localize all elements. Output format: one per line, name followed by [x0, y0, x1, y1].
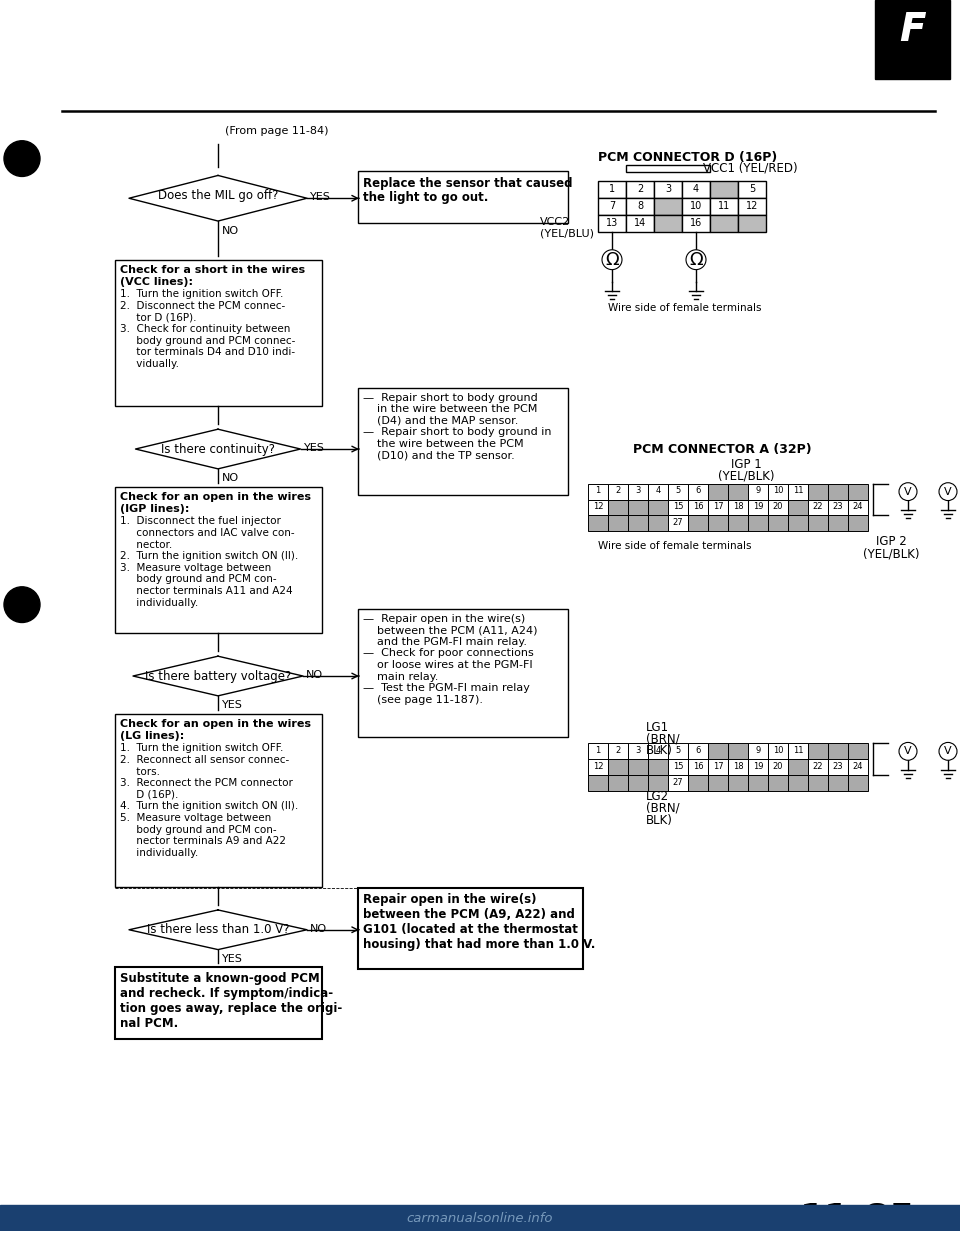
Text: Is there battery voltage?: Is there battery voltage?	[145, 669, 291, 683]
FancyBboxPatch shape	[688, 515, 708, 532]
Text: 4: 4	[656, 486, 660, 496]
Text: 19: 19	[753, 761, 763, 771]
Text: Wire side of female terminals: Wire side of female terminals	[598, 542, 752, 551]
Text: 23: 23	[832, 502, 843, 510]
FancyBboxPatch shape	[728, 744, 748, 759]
Text: 11-85: 11-85	[800, 1201, 916, 1236]
Text: NO: NO	[306, 671, 324, 681]
FancyBboxPatch shape	[654, 215, 682, 232]
Text: V: V	[945, 746, 951, 756]
FancyBboxPatch shape	[626, 181, 654, 199]
Text: BLK): BLK)	[646, 814, 673, 827]
FancyBboxPatch shape	[588, 499, 608, 515]
FancyBboxPatch shape	[358, 609, 568, 738]
FancyBboxPatch shape	[608, 759, 628, 775]
Polygon shape	[135, 430, 300, 468]
Text: V: V	[904, 746, 912, 756]
Text: 2: 2	[615, 746, 620, 755]
Text: F: F	[899, 11, 925, 48]
Text: VCC1 (YEL/RED): VCC1 (YEL/RED)	[703, 161, 798, 175]
Text: 1.  Turn the ignition switch OFF.
2.  Disconnect the PCM connec-
     tor D (16P: 1. Turn the ignition switch OFF. 2. Disc…	[120, 289, 296, 369]
FancyBboxPatch shape	[688, 775, 708, 791]
Text: 7: 7	[609, 201, 615, 211]
FancyBboxPatch shape	[668, 483, 688, 499]
FancyBboxPatch shape	[828, 759, 848, 775]
Circle shape	[686, 250, 706, 270]
FancyBboxPatch shape	[788, 775, 808, 791]
Text: —  Repair open in the wire(s)
    between the PCM (A11, A24)
    and the PGM-FI : — Repair open in the wire(s) between the…	[363, 614, 538, 704]
FancyBboxPatch shape	[628, 483, 648, 499]
FancyBboxPatch shape	[588, 775, 608, 791]
FancyBboxPatch shape	[848, 744, 868, 759]
Text: 17: 17	[712, 761, 723, 771]
Text: 18: 18	[732, 761, 743, 771]
FancyBboxPatch shape	[608, 483, 628, 499]
FancyBboxPatch shape	[708, 759, 728, 775]
FancyBboxPatch shape	[358, 388, 568, 494]
FancyBboxPatch shape	[768, 515, 788, 532]
FancyBboxPatch shape	[628, 744, 648, 759]
Text: 15: 15	[673, 502, 684, 510]
Text: IGP 1: IGP 1	[731, 458, 761, 471]
FancyBboxPatch shape	[768, 775, 788, 791]
Text: 1: 1	[609, 184, 615, 194]
Text: V: V	[945, 487, 951, 497]
Text: NO: NO	[222, 226, 239, 236]
FancyBboxPatch shape	[710, 215, 738, 232]
Circle shape	[4, 140, 40, 176]
FancyBboxPatch shape	[788, 744, 808, 759]
FancyBboxPatch shape	[728, 499, 748, 515]
FancyBboxPatch shape	[648, 499, 668, 515]
Circle shape	[899, 483, 917, 501]
Text: (BRN/: (BRN/	[646, 733, 680, 745]
Text: Substitute a known-good PCM
and recheck. If symptom/indica-
tion goes away, repl: Substitute a known-good PCM and recheck.…	[120, 972, 343, 1031]
Text: 6: 6	[695, 486, 701, 496]
Text: 11: 11	[718, 201, 731, 211]
Polygon shape	[129, 910, 307, 950]
Circle shape	[939, 743, 957, 760]
FancyBboxPatch shape	[598, 215, 626, 232]
FancyBboxPatch shape	[828, 499, 848, 515]
FancyBboxPatch shape	[738, 215, 766, 232]
Text: Ω: Ω	[689, 251, 703, 268]
Text: 9: 9	[756, 486, 760, 496]
FancyBboxPatch shape	[728, 515, 748, 532]
FancyBboxPatch shape	[828, 744, 848, 759]
Text: 11: 11	[793, 746, 804, 755]
Text: 27: 27	[673, 518, 684, 527]
Text: 16: 16	[693, 761, 704, 771]
FancyBboxPatch shape	[808, 499, 828, 515]
FancyBboxPatch shape	[608, 744, 628, 759]
Text: YES: YES	[303, 443, 324, 453]
FancyBboxPatch shape	[828, 775, 848, 791]
Text: 1: 1	[595, 486, 601, 496]
FancyBboxPatch shape	[748, 744, 768, 759]
FancyBboxPatch shape	[115, 714, 322, 887]
FancyBboxPatch shape	[748, 515, 768, 532]
FancyBboxPatch shape	[668, 775, 688, 791]
Text: 3: 3	[636, 746, 640, 755]
Text: 16: 16	[693, 502, 704, 510]
FancyBboxPatch shape	[710, 199, 738, 215]
Text: 4: 4	[656, 746, 660, 755]
FancyBboxPatch shape	[668, 515, 688, 532]
FancyBboxPatch shape	[808, 483, 828, 499]
FancyBboxPatch shape	[748, 759, 768, 775]
Text: 5: 5	[676, 486, 681, 496]
Text: the light to go out.: the light to go out.	[363, 191, 489, 204]
FancyBboxPatch shape	[115, 968, 322, 1038]
FancyBboxPatch shape	[115, 487, 322, 633]
Text: NO: NO	[222, 473, 239, 483]
Text: VCC2
(YEL/BLU): VCC2 (YEL/BLU)	[540, 217, 594, 238]
FancyBboxPatch shape	[668, 759, 688, 775]
Text: 20: 20	[773, 502, 783, 510]
FancyBboxPatch shape	[628, 775, 648, 791]
Text: V: V	[904, 487, 912, 497]
Text: Replace the sensor that caused: Replace the sensor that caused	[363, 178, 572, 190]
FancyBboxPatch shape	[848, 499, 868, 515]
FancyBboxPatch shape	[708, 744, 728, 759]
Text: LG1: LG1	[646, 720, 669, 734]
Text: Check for an open in the wires: Check for an open in the wires	[120, 492, 311, 502]
Text: (YEL/BLK): (YEL/BLK)	[863, 548, 920, 560]
Text: 1.  Disconnect the fuel injector
     connectors and IAC valve con-
     nector.: 1. Disconnect the fuel injector connecto…	[120, 517, 299, 607]
